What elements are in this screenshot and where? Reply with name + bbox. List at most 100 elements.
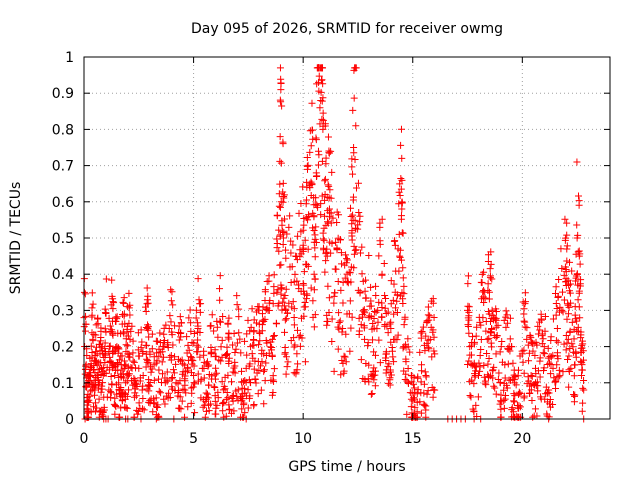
data-point [348,313,356,321]
data-point [468,376,476,384]
data-point [465,303,473,311]
data-point [241,376,249,384]
data-point [253,308,261,316]
data-point [101,345,109,353]
data-point [387,371,395,379]
data-point [286,212,294,220]
data-point [426,312,434,320]
data-point [321,268,329,276]
data-point [523,335,531,343]
data-point [126,301,134,309]
data-point [290,321,298,329]
data-point [416,348,424,356]
data-point [128,322,136,330]
data-point [465,329,473,337]
data-point [205,381,213,389]
data-point [350,144,358,151]
data-point [277,261,285,269]
data-point [492,314,500,322]
data-point [175,387,183,395]
data-point [465,312,473,320]
data-point [122,341,130,349]
data-point [107,389,115,397]
data-point [230,407,238,415]
data-point [384,329,392,337]
data-point [230,364,238,372]
data-point [214,394,222,402]
data-point [382,369,390,377]
data-point [255,328,263,336]
data-point [502,313,510,321]
data-point [541,312,549,320]
data-point [194,370,202,378]
data-point [90,362,98,370]
data-point [393,308,401,316]
data-point [351,156,359,164]
data-point [495,369,503,377]
data-point [472,401,480,409]
data-point [537,315,545,323]
data-point [414,386,422,394]
data-point [93,350,101,358]
x-tick-label: 20 [513,431,531,447]
data-point [343,256,351,264]
data-point [355,327,363,335]
data-point [219,386,227,394]
data-point [564,310,572,318]
data-point [536,326,544,334]
data-point [341,353,349,361]
data-point [317,88,325,96]
data-point [539,335,547,343]
data-point [485,355,493,363]
data-point [367,390,375,398]
data-point [541,350,549,358]
data-point [330,292,338,300]
data-point [335,309,343,317]
data-point [177,405,185,413]
data-point [262,359,270,367]
data-point [181,413,189,421]
data-point [328,239,336,247]
data-point [466,343,474,351]
data-point [476,352,484,360]
data-point [231,358,239,366]
data-point [502,323,510,331]
data-point [504,319,512,327]
data-point [382,295,390,303]
data-point [321,175,329,183]
data-point [191,409,199,417]
data-point [464,306,472,314]
data-point [523,324,531,332]
data-point [509,359,517,367]
data-point [398,154,406,162]
data-point [331,289,339,297]
data-point [528,397,536,405]
data-point [518,350,526,358]
data-point [96,337,104,345]
data-point [279,188,287,196]
data-point [365,361,373,369]
data-point [369,372,377,380]
data-point [250,341,258,349]
data-point [193,348,201,356]
data-point [565,303,573,311]
data-point [342,358,350,366]
data-point [312,238,320,246]
data-point [516,389,524,397]
data-point [481,379,489,387]
data-point [407,403,415,411]
data-point [333,218,341,226]
data-point [580,377,588,385]
data-point [212,364,220,372]
data-point [91,386,99,394]
y-tick-label: 0.6 [52,195,74,211]
data-point [510,397,518,405]
data-point [197,375,205,383]
data-point [210,383,218,391]
data-point [130,393,138,401]
data-point [382,350,390,358]
data-point [420,389,428,397]
data-point [564,356,572,363]
data-point [289,241,297,249]
data-point [365,252,373,260]
